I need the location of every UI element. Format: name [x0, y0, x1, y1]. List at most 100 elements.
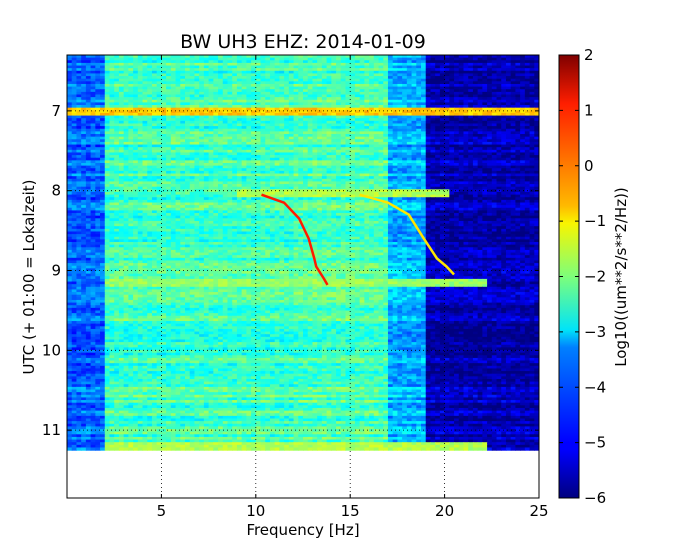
spectrogram-cell [85, 141, 92, 146]
spectrogram-cell [189, 107, 196, 111]
spectrogram-cell [321, 118, 328, 122]
spectrogram-cell [166, 76, 172, 80]
spectrogram-cell [487, 94, 493, 98]
spectrogram-cell [383, 107, 389, 111]
spectrogram-cell [402, 73, 408, 77]
spectrogram-cell [383, 139, 389, 143]
spectrogram-cell [454, 57, 460, 61]
spectrogram-cell [369, 128, 375, 132]
spectrogram-cell [151, 65, 158, 69]
spectrogram-cell [255, 83, 262, 88]
spectrogram-cell [430, 60, 436, 64]
spectrogram-cell [345, 107, 351, 111]
spectrogram-cell [185, 65, 191, 69]
spectrogram-cell [501, 78, 507, 82]
spectrogram-cell [331, 70, 337, 75]
spectrogram-cell [227, 120, 233, 125]
spectrogram-cell [123, 131, 129, 135]
spectrogram-cell [373, 89, 380, 93]
spectrogram-cell [189, 86, 196, 90]
spectrogram-cell [156, 73, 162, 77]
spectrogram-cell [100, 144, 106, 148]
spectrogram-cell [336, 65, 342, 69]
spectrogram-cell [123, 65, 129, 69]
spectrogram-cell [421, 97, 427, 101]
spectrogram-cell [175, 136, 181, 140]
spectrogram-cell [189, 123, 196, 127]
spectrogram-cell [76, 123, 82, 127]
spectrogram-cell [463, 128, 469, 132]
spectrogram-cell [303, 126, 309, 130]
spectrogram-cell [387, 126, 394, 130]
spectrogram-cell [383, 55, 389, 59]
spectrogram-cell [505, 94, 512, 98]
spectrogram-cell [387, 55, 394, 59]
spectrogram-cell [354, 110, 361, 114]
spectrogram-cell [71, 57, 78, 61]
spectrogram-cell [151, 118, 158, 122]
spectrogram-cell [317, 68, 323, 72]
spectrogram-cell [246, 68, 252, 72]
spectrogram-cell [189, 118, 196, 122]
spectrogram-cell [123, 105, 129, 109]
spectrogram-cell [463, 65, 469, 69]
spectrogram-cell [482, 60, 488, 64]
spectrogram-cell [496, 144, 502, 148]
spectrogram-cell [468, 65, 474, 69]
spectrogram-cell [350, 112, 356, 117]
spectrogram-cell [274, 78, 280, 82]
spectrogram-cell [279, 99, 285, 104]
spectrogram-cell [411, 97, 417, 101]
spectrogram-cell [505, 131, 512, 135]
spectrogram-cell [458, 81, 465, 85]
spectrogram-cell [416, 118, 422, 122]
spectrogram-cell [406, 99, 413, 104]
spectrogram-cell [411, 60, 417, 64]
spectrogram-cell [142, 83, 148, 88]
spectrogram-cell [128, 115, 134, 119]
spectrogram-cell [109, 123, 115, 127]
spectrogram-cell [185, 78, 191, 82]
spectrogram-cell [336, 91, 342, 96]
spectrogram-cell [336, 81, 342, 85]
spectrogram-cell [199, 86, 205, 90]
spectrogram-cell [317, 120, 323, 125]
spectrogram-cell [430, 120, 436, 125]
spectrogram-cell [397, 81, 403, 85]
spectrogram-cell [458, 115, 465, 119]
spectrogram-cell [487, 123, 493, 127]
spectrogram-cell [416, 144, 422, 148]
spectrogram-cell [298, 120, 304, 125]
spectrogram-cell [142, 131, 148, 135]
spectrogram-cell [439, 134, 446, 138]
spectrogram-cell [402, 86, 408, 90]
spectrogram-cell [501, 128, 507, 132]
spectrogram-cell [345, 81, 351, 85]
spectrogram-cell [524, 144, 531, 148]
spectrogram-cell [255, 68, 262, 72]
spectrogram-cell [114, 141, 120, 146]
spectrogram-cell [114, 126, 120, 130]
spectrogram-cell [236, 68, 243, 72]
spectrogram-cell [274, 144, 280, 148]
spectrogram-cell [175, 115, 181, 119]
spectrogram-cell [534, 115, 539, 119]
spectrogram-cell [123, 81, 129, 85]
spectrogram-cell [109, 91, 115, 96]
spectrogram-cell [90, 70, 96, 75]
spectrogram-cell [241, 102, 247, 106]
spectrogram-cell [350, 70, 356, 75]
spectrogram-cell [501, 57, 507, 61]
spectrogram-cell [373, 81, 380, 85]
spectrogram-cell [369, 81, 375, 85]
spectrogram-cell [520, 126, 526, 130]
spectrogram-cell [255, 81, 262, 85]
spectrogram-cell [104, 147, 111, 151]
spectrogram-cell [218, 112, 224, 117]
spectrogram-cell [449, 55, 455, 59]
spectrogram-cell [383, 118, 389, 122]
spectrogram-cell [208, 81, 214, 85]
spectrogram-cell [392, 57, 398, 61]
spectrogram-cell [307, 81, 314, 85]
spectrogram-cell [90, 76, 96, 80]
